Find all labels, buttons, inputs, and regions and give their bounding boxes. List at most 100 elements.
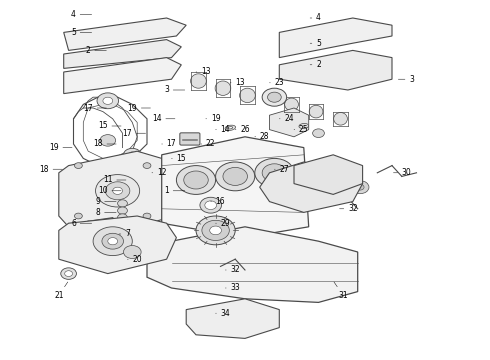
Text: 16: 16: [211, 197, 225, 206]
Circle shape: [100, 135, 116, 146]
Circle shape: [61, 268, 76, 279]
Circle shape: [93, 227, 132, 256]
Ellipse shape: [228, 127, 233, 129]
Ellipse shape: [112, 73, 123, 78]
Circle shape: [118, 200, 127, 207]
Text: 19: 19: [49, 143, 72, 152]
Ellipse shape: [225, 125, 236, 130]
Ellipse shape: [241, 247, 249, 250]
Text: 11: 11: [103, 175, 126, 184]
FancyBboxPatch shape: [180, 133, 200, 145]
Circle shape: [184, 171, 208, 189]
Text: 7: 7: [119, 230, 130, 239]
Polygon shape: [294, 155, 363, 194]
Polygon shape: [59, 216, 176, 274]
Ellipse shape: [141, 73, 153, 78]
Text: 2: 2: [310, 60, 321, 69]
Text: 18: 18: [93, 139, 116, 148]
Text: 5: 5: [310, 39, 321, 48]
Text: 29: 29: [216, 219, 230, 228]
Text: 17: 17: [122, 129, 146, 138]
Text: 32: 32: [225, 266, 240, 274]
Text: 22: 22: [201, 139, 216, 148]
Text: 5: 5: [71, 28, 92, 37]
Text: 34: 34: [216, 309, 230, 318]
Text: 17: 17: [83, 104, 106, 112]
Text: 20: 20: [127, 255, 142, 264]
Polygon shape: [162, 137, 309, 238]
Circle shape: [275, 184, 283, 190]
Circle shape: [196, 216, 235, 245]
Circle shape: [118, 207, 127, 214]
Text: 25: 25: [294, 125, 309, 134]
Text: 14: 14: [152, 114, 175, 123]
Text: 4: 4: [310, 13, 321, 22]
Circle shape: [143, 213, 151, 219]
Ellipse shape: [290, 247, 297, 250]
Ellipse shape: [259, 141, 270, 147]
Text: 3: 3: [398, 75, 414, 84]
Text: 15: 15: [98, 122, 121, 130]
Ellipse shape: [299, 123, 309, 129]
Text: 9: 9: [96, 197, 116, 206]
Polygon shape: [201, 306, 270, 328]
Text: 17: 17: [162, 139, 176, 148]
Polygon shape: [64, 40, 181, 68]
Circle shape: [118, 221, 127, 228]
Polygon shape: [186, 299, 279, 338]
Circle shape: [118, 227, 127, 234]
Circle shape: [313, 129, 324, 138]
Text: 23: 23: [270, 78, 284, 87]
Polygon shape: [59, 151, 172, 227]
Text: 21: 21: [54, 282, 68, 300]
Ellipse shape: [298, 70, 310, 74]
Circle shape: [307, 170, 320, 179]
Circle shape: [202, 220, 229, 240]
Circle shape: [262, 88, 287, 106]
Circle shape: [102, 233, 123, 249]
Text: 28: 28: [255, 132, 270, 141]
Circle shape: [176, 166, 216, 194]
Text: 15: 15: [172, 154, 186, 163]
Polygon shape: [279, 18, 392, 58]
Ellipse shape: [240, 88, 255, 103]
Polygon shape: [64, 18, 186, 50]
Text: 33: 33: [225, 284, 240, 292]
Circle shape: [223, 167, 247, 185]
Circle shape: [301, 166, 326, 184]
Polygon shape: [147, 227, 358, 302]
Text: 19: 19: [206, 114, 220, 123]
Circle shape: [113, 187, 122, 194]
Circle shape: [205, 201, 217, 210]
Ellipse shape: [329, 247, 337, 250]
Text: 13: 13: [196, 68, 211, 77]
Circle shape: [302, 184, 310, 190]
Text: 12: 12: [152, 168, 167, 177]
Circle shape: [118, 214, 127, 221]
Ellipse shape: [285, 98, 298, 111]
Text: 8: 8: [96, 208, 116, 217]
Text: 13: 13: [230, 78, 245, 87]
Ellipse shape: [215, 81, 231, 95]
Ellipse shape: [82, 73, 94, 78]
Circle shape: [351, 181, 369, 194]
Polygon shape: [270, 108, 309, 137]
Circle shape: [103, 97, 113, 104]
Text: 32: 32: [340, 204, 358, 213]
Ellipse shape: [327, 70, 339, 74]
Text: 3: 3: [164, 85, 185, 94]
Text: 14: 14: [216, 125, 230, 134]
Circle shape: [108, 238, 118, 245]
Circle shape: [329, 184, 337, 190]
Ellipse shape: [334, 112, 347, 125]
Circle shape: [262, 164, 287, 182]
Text: 26: 26: [235, 125, 250, 134]
Text: 2: 2: [86, 46, 106, 55]
Circle shape: [143, 163, 151, 168]
Text: 1: 1: [164, 186, 185, 195]
Text: 19: 19: [127, 104, 150, 112]
Circle shape: [74, 213, 82, 219]
Circle shape: [200, 197, 221, 213]
Circle shape: [96, 175, 140, 207]
Text: 27: 27: [274, 165, 289, 174]
